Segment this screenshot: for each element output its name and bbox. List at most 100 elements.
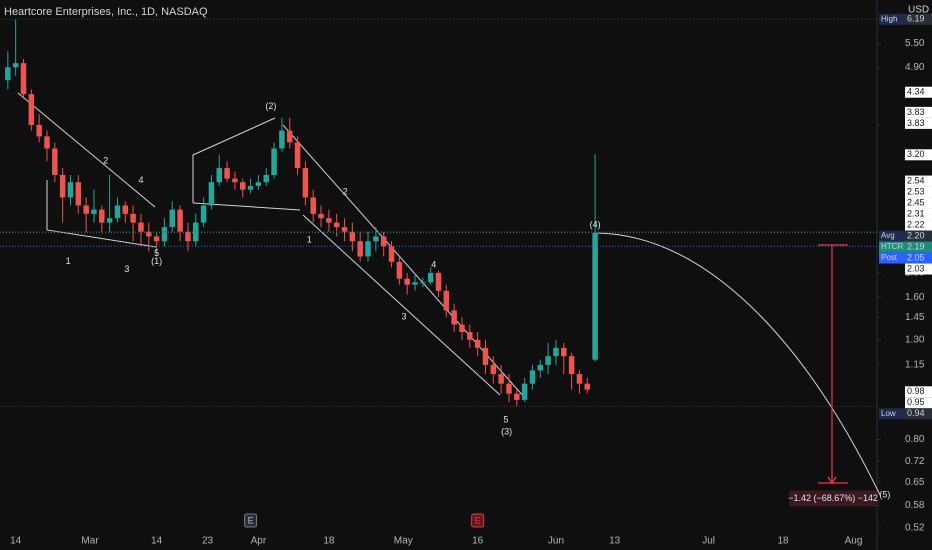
wave-label: 3 [124,264,129,274]
price-label: 2.05 [907,252,925,262]
projection-curve [596,232,881,496]
x-tick-label: Jul [702,536,715,547]
wave-label: (2) [265,101,276,111]
trend-line [302,214,501,396]
price-label-box [905,149,932,161]
measure-label: −1.42 (−68.67%) −142 [788,493,878,503]
candle-body [52,148,58,176]
x-tick-label: Mar [81,536,99,547]
candle-body [576,374,583,384]
price-tag: Avg [881,231,895,240]
trend-line [17,92,156,208]
candle-body [435,272,442,291]
candle-body [420,282,426,284]
candle-body [451,310,457,325]
candle-body [67,182,74,198]
price-label-box [905,106,932,118]
price-label-box [905,197,932,209]
x-tick-label: 23 [202,536,214,547]
candle-body [247,185,254,190]
y-tick-label: 1.60 [905,292,925,303]
candle-body [255,182,262,186]
candle-body [474,339,481,348]
y-tick-label: 0.72 [905,456,925,467]
candle-body [36,124,42,137]
price-label-box [905,186,932,198]
x-tick-label: 18 [323,536,335,547]
candle-body [326,218,332,223]
price-label: 3.20 [907,149,925,159]
price-label: 2.22 [907,219,925,229]
x-tick-label: Apr [251,536,267,547]
price-label: 6.19 [907,14,925,24]
candle-body [106,218,113,223]
event-label: E [475,515,481,525]
candle-body [169,209,176,228]
candle-body [130,213,136,223]
candle-body [427,272,434,283]
candle-body [380,236,387,247]
candle-body [514,393,520,400]
candle-body [279,130,285,149]
candle-body [357,241,363,257]
candle-body [529,370,536,384]
trend-line [46,180,157,248]
price-label-box [905,230,932,242]
candle-body [490,364,497,375]
currency: USD [908,5,929,16]
price-label-box [905,408,932,420]
trend-line [282,124,526,399]
candle-body [91,209,97,214]
candle-body [349,231,356,242]
y-tick-label: 1.15 [905,360,925,371]
candle-body [404,278,410,285]
candle-body [294,142,301,169]
candle-body [341,227,348,232]
measure-label-box [789,490,878,507]
wave-label: 4 [138,175,143,185]
y-tick-label: 0.58 [905,500,925,511]
candle-body [122,205,129,214]
wave-label: (5) [879,490,890,500]
candle-body [310,197,316,214]
price-tag-box [879,408,905,420]
price-label: 2.03 [907,263,925,273]
price-tag-box [879,241,905,253]
candle-body [412,282,418,285]
candle-body [263,175,269,183]
candle-body [161,227,168,242]
candle-body [584,383,591,390]
price-label-box [905,175,932,187]
candle-body [138,222,144,232]
candle-body [521,383,528,400]
event-marker [244,513,258,528]
price-label: 4.34 [907,87,925,97]
candle-body [302,168,309,198]
candle-body [216,168,222,183]
candle-body [553,347,559,357]
price-label-box [905,219,932,231]
x-tick-label: Jun [548,536,564,547]
y-tick-label: 1.30 [905,334,925,345]
candle-body [373,236,379,242]
x-tick-label: 16 [472,536,484,547]
x-tick-label: 14 [151,536,163,547]
x-tick-label: May [394,536,413,547]
candle-body [59,175,66,198]
candle-body [200,205,207,223]
candle-body [388,246,395,262]
wave-label: (4) [590,220,601,230]
candle-body [467,332,473,340]
price-label-box [905,117,932,129]
price-label-box [905,397,932,409]
price-label-box [905,241,932,253]
price-tag: High [881,14,897,23]
wave-label: (3) [501,426,512,436]
measure-tool [818,244,848,485]
price-tag: HTCR [881,242,903,251]
candle-body [443,290,450,311]
wave-label: 5 [154,248,159,258]
candle-body [498,374,504,384]
candle-body [545,356,551,365]
